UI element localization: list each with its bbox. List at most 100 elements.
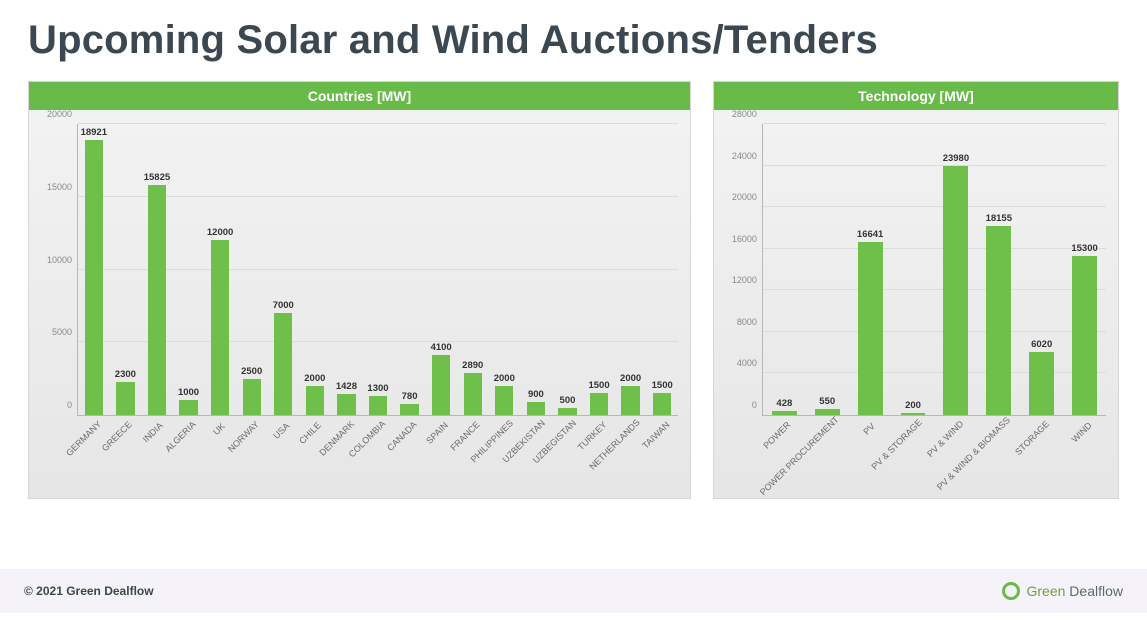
brand-logo: Green Dealflow <box>1002 582 1123 600</box>
bar-column: 18155 <box>977 124 1020 415</box>
bar-column: 2000 <box>615 124 647 415</box>
y-tick-label: 0 <box>67 400 78 410</box>
y-tick-label: 8000 <box>737 317 763 327</box>
x-label-column: POWER PROCUREMENT <box>805 416 848 498</box>
bar-value-label: 18155 <box>986 213 1012 224</box>
logo-text-green: Green <box>1026 583 1069 599</box>
bar <box>337 394 355 415</box>
bar <box>243 379 261 415</box>
x-label-column: WIND <box>1063 416 1106 498</box>
bar-column: 2500 <box>236 124 268 415</box>
bar-value-label: 4100 <box>431 342 452 353</box>
charts-row: Countries [MW] 0500010000150002000018921… <box>28 81 1119 499</box>
bar <box>148 185 166 415</box>
y-tick-label: 20000 <box>47 109 78 119</box>
page-title: Upcoming Solar and Wind Auctions/Tenders <box>28 18 1119 63</box>
bar <box>116 382 134 415</box>
bar <box>85 140 103 415</box>
countries-chart-header: Countries [MW] <box>29 82 690 110</box>
bar-column: 200 <box>892 124 935 415</box>
logo-ring-icon <box>1002 582 1020 600</box>
logo-text: Green Dealflow <box>1026 583 1123 599</box>
x-label-column: PV & STORAGE <box>891 416 934 498</box>
bar <box>558 408 576 415</box>
bar-column: 15825 <box>141 124 173 415</box>
bar <box>901 413 926 415</box>
technology-x-labels: POWER POWER PROCUREMENT PV PV & STORAGE PV &… <box>762 416 1106 498</box>
bar-column: 780 <box>394 124 426 415</box>
bar <box>432 355 450 415</box>
bar-column: 1428 <box>331 124 363 415</box>
x-label-column: GERMANY <box>77 416 109 498</box>
bar <box>590 393 608 415</box>
bar <box>464 373 482 415</box>
bar-value-label: 900 <box>528 389 544 400</box>
bar-value-label: 1500 <box>588 380 609 391</box>
technology-plot: 0400080001200016000200002400028000428550… <box>762 124 1106 416</box>
bar <box>858 242 883 415</box>
bar <box>306 386 324 415</box>
logo-text-rest: Dealflow <box>1069 583 1123 599</box>
y-tick-label: 24000 <box>732 151 763 161</box>
x-axis-label: POWER <box>762 420 793 451</box>
bar-value-label: 2000 <box>620 373 641 384</box>
countries-x-labels: GERMANYGREECEINDIAALGERIAUKNORWAYUSACHIL… <box>77 416 678 498</box>
bar-value-label: 16641 <box>857 229 883 240</box>
bar-column: 900 <box>520 124 552 415</box>
bar-value-label: 2300 <box>115 369 136 380</box>
bar-value-label: 12000 <box>207 227 233 238</box>
x-axis-label: USA <box>271 421 291 441</box>
bar <box>1029 352 1054 415</box>
y-tick-label: 20000 <box>732 192 763 202</box>
bar-column: 4100 <box>425 124 457 415</box>
bar-column: 500 <box>552 124 584 415</box>
bar-value-label: 200 <box>905 400 921 411</box>
technology-chart-body: 0400080001200016000200002400028000428550… <box>714 110 1118 498</box>
bar-value-label: 1500 <box>652 380 673 391</box>
bar-column: 428 <box>763 124 806 415</box>
bar <box>772 411 797 415</box>
bar-column: 23980 <box>934 124 977 415</box>
x-axis-label: WIND <box>1069 420 1093 444</box>
countries-chart-card: Countries [MW] 0500010000150002000018921… <box>28 81 691 499</box>
x-label-column: SPAIN <box>425 416 457 498</box>
bar <box>179 400 197 415</box>
x-label-column: UK <box>204 416 236 498</box>
bar-column: 1500 <box>583 124 615 415</box>
bar-value-label: 15300 <box>1071 243 1097 254</box>
y-tick-label: 10000 <box>47 255 78 265</box>
bar-column: 550 <box>806 124 849 415</box>
x-label-column: NETHERLANDS <box>615 416 647 498</box>
x-label-column: DENMARK <box>330 416 362 498</box>
bar-value-label: 500 <box>560 395 576 406</box>
x-label-column: CANADA <box>393 416 425 498</box>
page: Upcoming Solar and Wind Auctions/Tenders… <box>0 0 1147 627</box>
x-axis-label: SPAIN <box>424 420 450 446</box>
y-tick-label: 28000 <box>732 109 763 119</box>
y-tick-label: 0 <box>752 400 763 410</box>
bar <box>653 393 671 415</box>
footer-bar: © 2021 Green Dealflow Green Dealflow <box>0 569 1147 613</box>
x-axis-label: UK <box>211 421 227 437</box>
bar-column: 2000 <box>489 124 521 415</box>
x-label-column: UZBEGISTAN <box>551 416 583 498</box>
bars-container: 18921 2300 15825 1000 1200025007000 2000 1428 1… <box>78 124 678 415</box>
y-tick-label: 12000 <box>732 275 763 285</box>
x-label-column: GREECE <box>109 416 141 498</box>
technology-chart-header: Technology [MW] <box>714 82 1118 110</box>
bar-value-label: 550 <box>819 396 835 407</box>
x-axis-label: PV <box>862 421 878 437</box>
x-label-column: INDIA <box>140 416 172 498</box>
bar-column: 1000 <box>173 124 205 415</box>
bar <box>400 404 418 415</box>
bar-value-label: 1000 <box>178 387 199 398</box>
bar-column: 7000 <box>267 124 299 415</box>
bar-column: 18921 <box>78 124 110 415</box>
countries-chart-body: 0500010000150002000018921230015825100012… <box>29 110 690 498</box>
bar <box>369 396 387 415</box>
x-label-column: PV & WIND & BIOMASS <box>977 416 1020 498</box>
y-tick-label: 4000 <box>737 358 763 368</box>
bar-value-label: 6020 <box>1031 339 1052 350</box>
bar-column: 1500 <box>646 124 678 415</box>
bar <box>943 166 968 415</box>
